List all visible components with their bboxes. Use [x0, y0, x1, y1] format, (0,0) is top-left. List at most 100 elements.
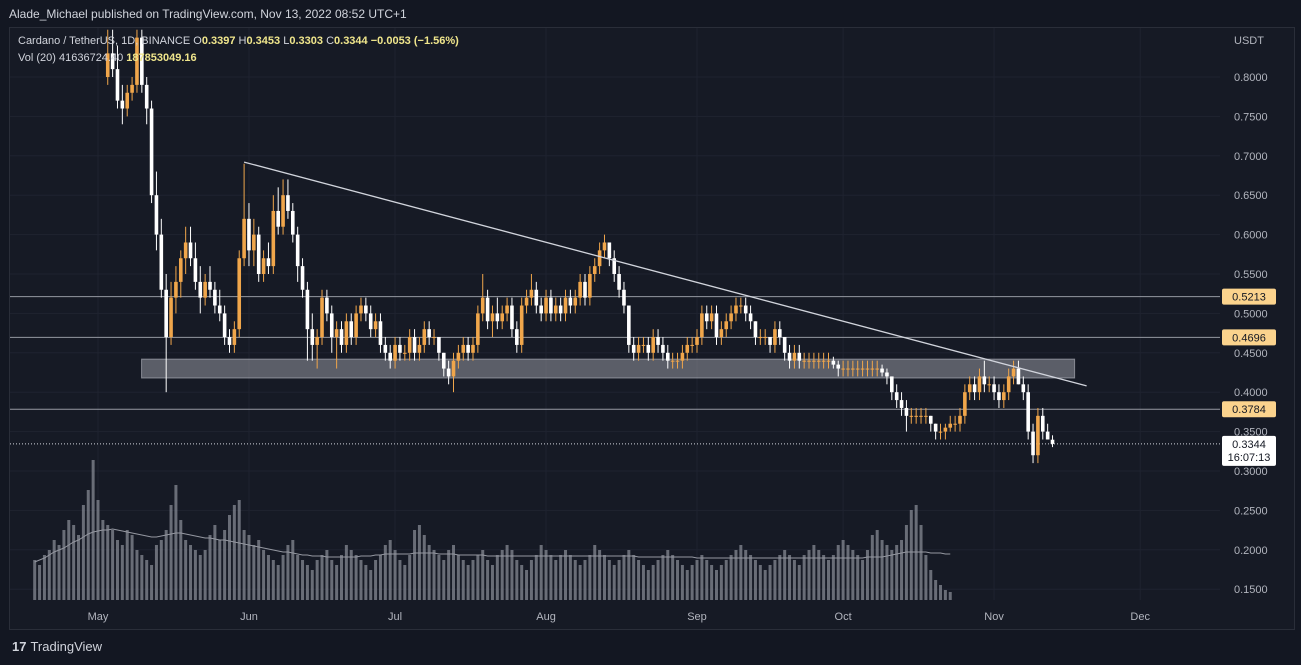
- candle-body: [208, 281, 212, 290]
- volume-bar: [169, 505, 173, 600]
- volume-bar: [632, 555, 636, 600]
- x-tick-label: Dec: [1130, 611, 1150, 623]
- candle-body: [924, 415, 928, 417]
- candle-body: [476, 313, 480, 345]
- candle-body: [651, 337, 655, 353]
- volume-bar: [598, 550, 602, 600]
- volume-bar: [880, 540, 884, 600]
- candle-body: [217, 305, 222, 314]
- candle-body: [354, 313, 358, 338]
- volume-bar: [904, 525, 908, 600]
- candle-body: [495, 313, 500, 322]
- candle-body: [198, 281, 203, 298]
- candle-body: [256, 234, 261, 274]
- volume-bar: [164, 530, 168, 600]
- candle-body: [334, 329, 339, 338]
- x-tick-label: Jul: [388, 611, 402, 623]
- candle-body: [325, 297, 329, 314]
- volume-bar: [213, 525, 217, 600]
- volume-bar: [77, 535, 81, 600]
- volume-bar: [885, 545, 889, 600]
- volume-bar: [714, 570, 718, 600]
- volume-bar: [62, 530, 66, 600]
- candle-body: [203, 281, 207, 298]
- candle-body: [144, 84, 149, 109]
- volume-bar: [656, 560, 660, 600]
- grid: [10, 28, 1220, 600]
- candle-body: [802, 360, 806, 362]
- candle-body: [831, 360, 836, 365]
- volume-bar: [447, 550, 451, 600]
- low-value: 0.3303: [289, 35, 323, 47]
- volume-bar: [291, 540, 295, 600]
- candle-body: [315, 337, 319, 345]
- volume-bar: [836, 545, 840, 600]
- y-tick-label: 0.2000: [1234, 545, 1268, 557]
- candle-body: [909, 415, 914, 417]
- volume-label[interactable]: Vol (20): [18, 52, 56, 64]
- candle-body: [700, 313, 704, 338]
- publish-header: Alade_Michael published on TradingView.c…: [0, 0, 1301, 27]
- candle-body: [1026, 392, 1030, 432]
- candle-body: [169, 297, 173, 338]
- high-value: 0.3453: [246, 35, 281, 47]
- volume-bar: [461, 560, 465, 600]
- publisher-text: Alade_Michael published on TradingView.c…: [9, 7, 407, 21]
- volume-bar: [700, 555, 704, 600]
- volume-bar: [744, 550, 748, 600]
- volume-bar: [607, 560, 611, 600]
- x-tick-label: May: [88, 611, 109, 623]
- candle-body: [417, 344, 422, 353]
- candle-body: [446, 368, 451, 377]
- volume-bar: [924, 555, 928, 600]
- candle-body: [963, 392, 967, 416]
- time-axis[interactable]: May Jun Jul Aug Sep Oct Nov Dec: [88, 611, 1151, 623]
- volume-bar: [505, 545, 509, 600]
- volume-bar: [909, 510, 913, 600]
- candle-body: [851, 368, 855, 370]
- candle-body: [734, 305, 738, 314]
- volume-bar: [281, 555, 285, 600]
- y-tick-label: 0.6500: [1234, 190, 1268, 202]
- tradingview-logo[interactable]: 17 TradingView: [12, 639, 102, 654]
- volume-bar: [135, 550, 139, 600]
- volume-bar: [174, 485, 178, 600]
- volume-bar: [257, 540, 261, 600]
- volume-bar: [140, 555, 144, 600]
- candle-body: [188, 242, 193, 259]
- volume-bar: [627, 550, 631, 600]
- candle-body: [300, 266, 305, 290]
- volume-bar: [685, 570, 689, 600]
- open-label: O: [193, 35, 202, 47]
- volume-ma-value: 41636724.40: [58, 52, 124, 64]
- candle-body: [471, 344, 475, 353]
- volume-bar: [198, 555, 202, 600]
- volume-bar: [378, 555, 382, 600]
- price-axis[interactable]: 0.8000 0.7500 0.7000 0.6500 0.6000 0.5500 0.50…: [1234, 35, 1268, 596]
- candle-body: [816, 360, 821, 362]
- volume-bar: [393, 550, 397, 600]
- candle-body: [480, 297, 485, 314]
- candle-body: [661, 344, 665, 353]
- volume-bar: [783, 550, 787, 600]
- candlestick-chart[interactable]: 0.8000 0.7500 0.7000 0.6500 0.6000 0.5500 0.50…: [0, 0, 1301, 632]
- volume-bar: [861, 560, 865, 600]
- candle-body: [281, 195, 285, 227]
- candle-body: [149, 108, 154, 196]
- volume-bar: [422, 535, 426, 600]
- candle-body: [563, 297, 568, 314]
- candle-body: [544, 297, 548, 314]
- volume-bar: [383, 545, 387, 600]
- candle-body: [987, 384, 992, 386]
- volume-bar: [856, 555, 860, 600]
- volume-bar: [179, 520, 183, 600]
- volume-bar: [934, 580, 938, 600]
- symbol-name[interactable]: Cardano / TetherUS, 1D, BINANCE: [18, 35, 191, 47]
- volume-bar: [408, 555, 412, 600]
- candle-body: [938, 431, 943, 433]
- volume-bar: [403, 565, 407, 600]
- y-tick-label: 0.7500: [1234, 111, 1268, 123]
- trendline-layer[interactable]: [243, 161, 1087, 387]
- candle-body: [242, 218, 246, 259]
- candle-body: [724, 321, 729, 330]
